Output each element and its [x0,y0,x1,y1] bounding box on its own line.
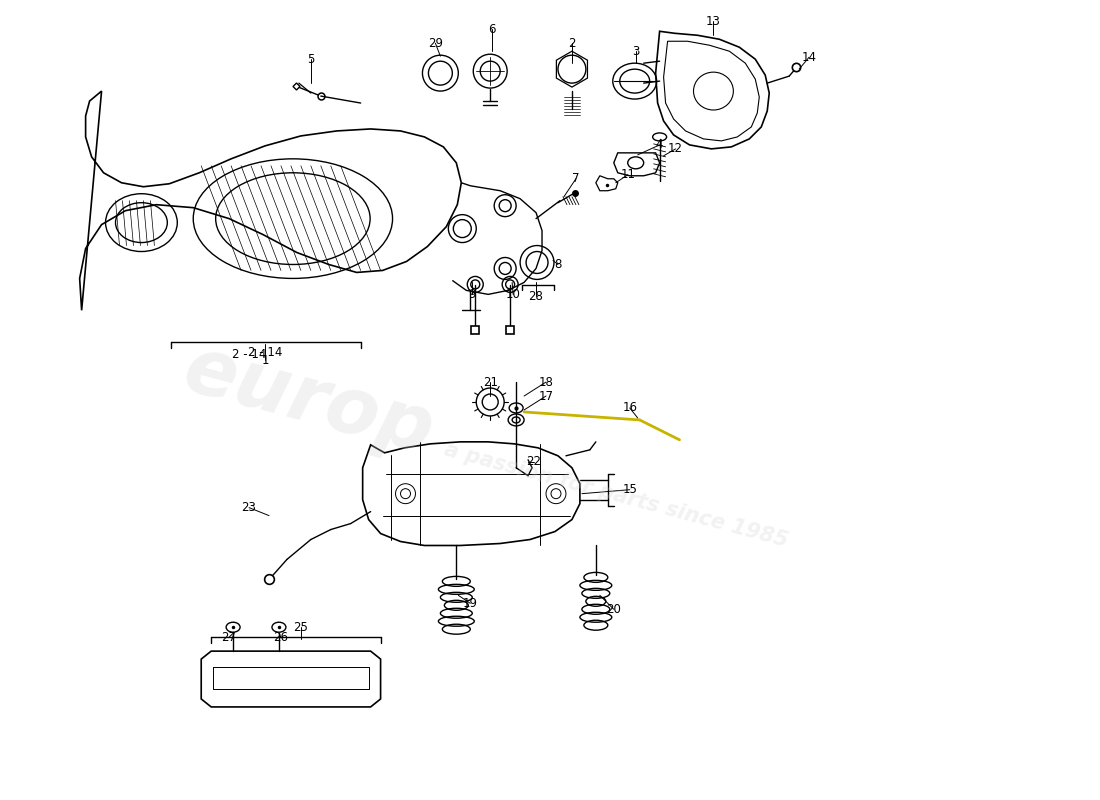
Text: 5: 5 [307,53,315,66]
Text: 25: 25 [294,621,308,634]
Text: 10: 10 [506,288,520,301]
Text: europ: europ [176,330,442,470]
Text: 29: 29 [428,37,443,50]
Text: 11: 11 [620,168,635,182]
Text: 7: 7 [572,172,580,186]
Text: 8: 8 [554,258,562,271]
Text: 15: 15 [623,483,637,496]
Text: 12: 12 [668,142,683,155]
Text: 28: 28 [529,290,543,303]
Text: 16: 16 [623,402,637,414]
Text: 14: 14 [802,50,816,64]
Text: 27: 27 [221,630,236,644]
Text: 3: 3 [632,45,639,58]
Text: 13: 13 [706,15,721,28]
Text: 20: 20 [606,602,621,616]
Text: 17: 17 [539,390,553,402]
Text: 2 - 14: 2 - 14 [232,348,266,361]
Text: a passion for parts since 1985: a passion for parts since 1985 [442,440,790,551]
Text: 26: 26 [274,630,288,644]
Text: 19: 19 [463,597,477,610]
Text: 23: 23 [242,501,256,514]
Text: 6: 6 [488,22,496,36]
Text: 21: 21 [483,375,497,389]
Text: 9: 9 [469,288,476,301]
Text: 1: 1 [261,354,268,366]
Text: 2: 2 [569,37,575,50]
Text: 2 - 14: 2 - 14 [248,346,283,358]
Text: 4: 4 [656,138,663,151]
Text: 22: 22 [527,455,541,468]
Text: 18: 18 [539,375,553,389]
